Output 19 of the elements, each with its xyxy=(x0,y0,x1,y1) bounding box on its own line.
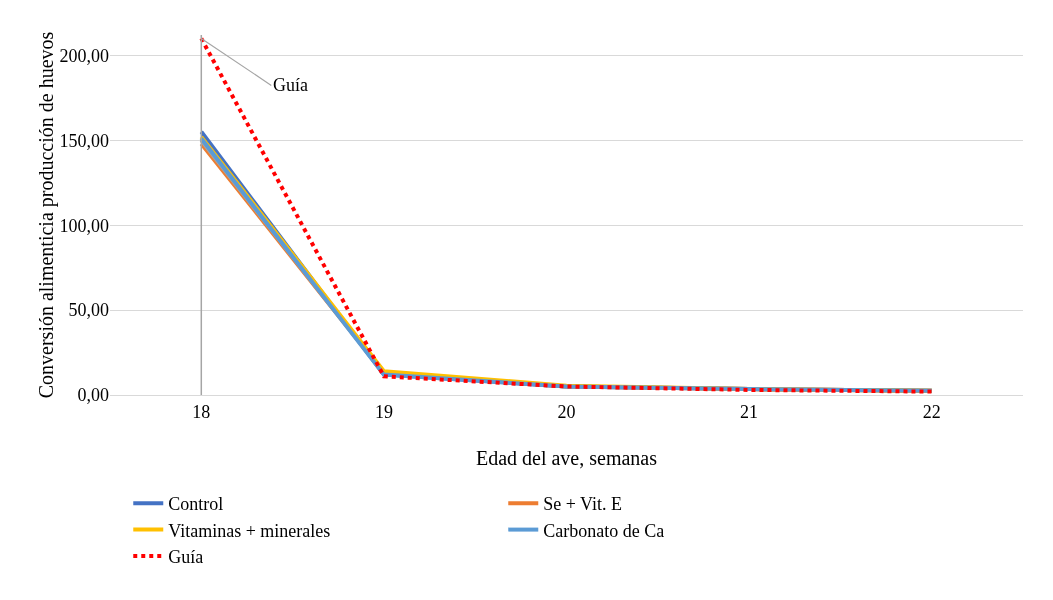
line-series xyxy=(199,36,934,394)
y-tick-label: 200,00 xyxy=(59,45,109,66)
y-tick-label: 50,00 xyxy=(68,300,109,321)
annotation: Guía xyxy=(273,75,308,95)
x-tick-label: 21 xyxy=(740,401,759,422)
legend-label: Control xyxy=(168,494,224,515)
legend-label: Vitaminas + minerales xyxy=(168,520,331,541)
y-tick-label: 100,00 xyxy=(59,215,109,236)
x-tick-label: 18 xyxy=(192,401,211,422)
x-tick-label: 22 xyxy=(922,401,941,422)
x-tick-label: 20 xyxy=(557,401,576,422)
y-axis-title: Conversión alimenticia producción de huevos xyxy=(34,31,58,399)
y-tick-label: 150,00 xyxy=(59,130,109,151)
y-tick-label: 0,00 xyxy=(77,385,109,406)
x-tick-label: 19 xyxy=(374,401,393,422)
legend-label: Carbonato de Ca xyxy=(543,520,665,541)
legend-label: Guía xyxy=(168,547,204,568)
x-axis-title: Edad del ave, semanas xyxy=(475,447,658,469)
legend-label: Se + Vit. E xyxy=(543,494,623,515)
